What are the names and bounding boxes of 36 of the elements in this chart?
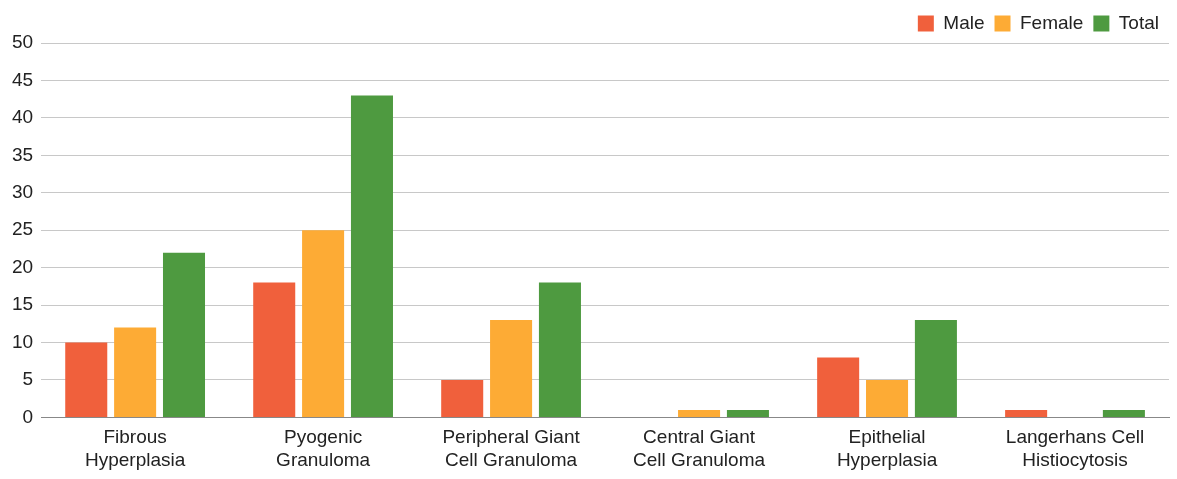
x-tick-label: Langerhans Cell Histiocytosis	[1005, 426, 1145, 470]
y-tick-label: 0	[22, 405, 34, 427]
legend-label: Total	[1118, 11, 1160, 33]
y-tick-label: 20	[11, 255, 34, 277]
x-tick-label: Epithelial Hyperplasia	[836, 426, 938, 470]
bar	[1005, 409, 1048, 417]
legend-label: Female	[1020, 11, 1084, 33]
bar	[350, 95, 393, 417]
bar	[817, 357, 860, 417]
y-tick-label: 40	[11, 106, 34, 128]
bar	[726, 409, 769, 417]
legend-label: Male	[943, 11, 985, 33]
y-tick-label: 10	[11, 330, 34, 352]
y-tick-label: 15	[11, 293, 34, 315]
bar	[162, 252, 206, 417]
bar	[538, 282, 581, 417]
y-tick-label: 35	[11, 143, 34, 165]
y-tick-label: 25	[11, 218, 34, 240]
bar	[678, 409, 721, 417]
bar	[914, 320, 957, 417]
bar	[302, 230, 345, 417]
y-tick-label: 45	[11, 68, 34, 90]
y-tick-label: 50	[11, 31, 34, 53]
y-tick-label: 5	[22, 368, 34, 390]
bar	[65, 342, 108, 417]
bar	[253, 282, 296, 417]
bar	[490, 320, 533, 417]
y-tick-label: 30	[11, 180, 34, 202]
bar	[866, 379, 909, 417]
x-tick-label: Pyogenic Granuloma	[276, 426, 371, 470]
x-tick-label: Peripheral Giant Cell Granuloma	[442, 426, 581, 470]
x-tick-label: Fibrous Hyperplasia	[84, 426, 186, 470]
bar	[114, 327, 157, 417]
x-tick-label: Central Giant Cell Granuloma	[633, 426, 766, 470]
bar	[441, 379, 484, 417]
bar	[1102, 409, 1145, 417]
